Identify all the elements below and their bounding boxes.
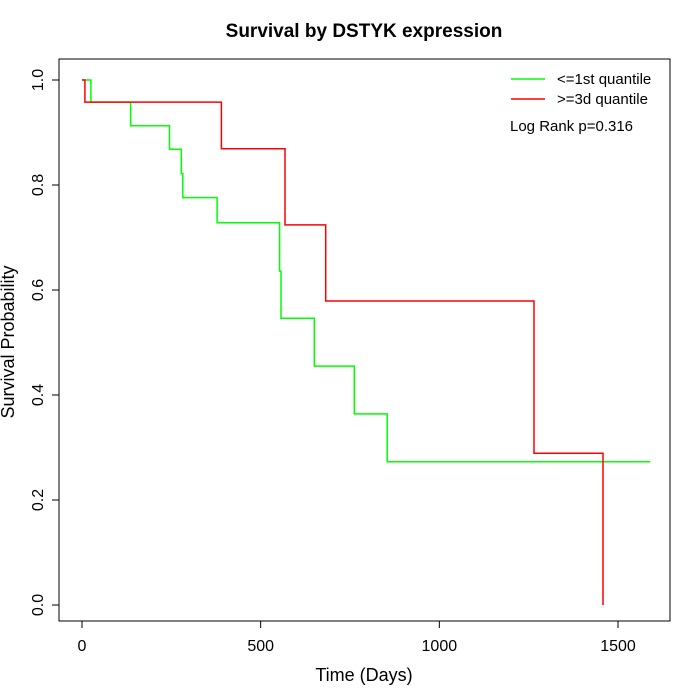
x-tick-label: 500 (247, 638, 274, 655)
y-tick-label: 1.0 (30, 69, 47, 91)
x-axis-label: Time (Days) (315, 665, 412, 685)
survival-curves (82, 79, 651, 605)
series-line-high (82, 79, 604, 605)
legend-label-low: <=1st quantile (557, 71, 651, 88)
series-line-low (82, 79, 651, 463)
legend-label-high: >=3d quantile (557, 91, 648, 108)
x-axis: 0 500 1000 1500 (78, 620, 636, 655)
y-tick-label: 0.2 (30, 489, 47, 511)
y-axis-label: Survival Probability (0, 265, 18, 418)
x-tick-label: 0 (78, 638, 87, 655)
legend: <=1st quantile >=3d quantile Log Rank p=… (510, 71, 651, 135)
y-tick-label: 0.0 (30, 594, 47, 616)
log-rank-annotation: Log Rank p=0.316 (510, 118, 633, 135)
y-tick-label: 0.6 (30, 279, 47, 301)
y-tick-label: 0.8 (30, 174, 47, 196)
chart-title: Survival by DSTYK expression (226, 21, 503, 42)
x-tick-label: 1500 (600, 638, 636, 655)
plot-frame (58, 58, 671, 622)
x-tick-label: 1000 (422, 638, 458, 655)
y-axis: 0.0 0.2 0.4 0.6 0.8 1.0 (30, 69, 60, 616)
y-tick-label: 0.4 (30, 384, 47, 406)
